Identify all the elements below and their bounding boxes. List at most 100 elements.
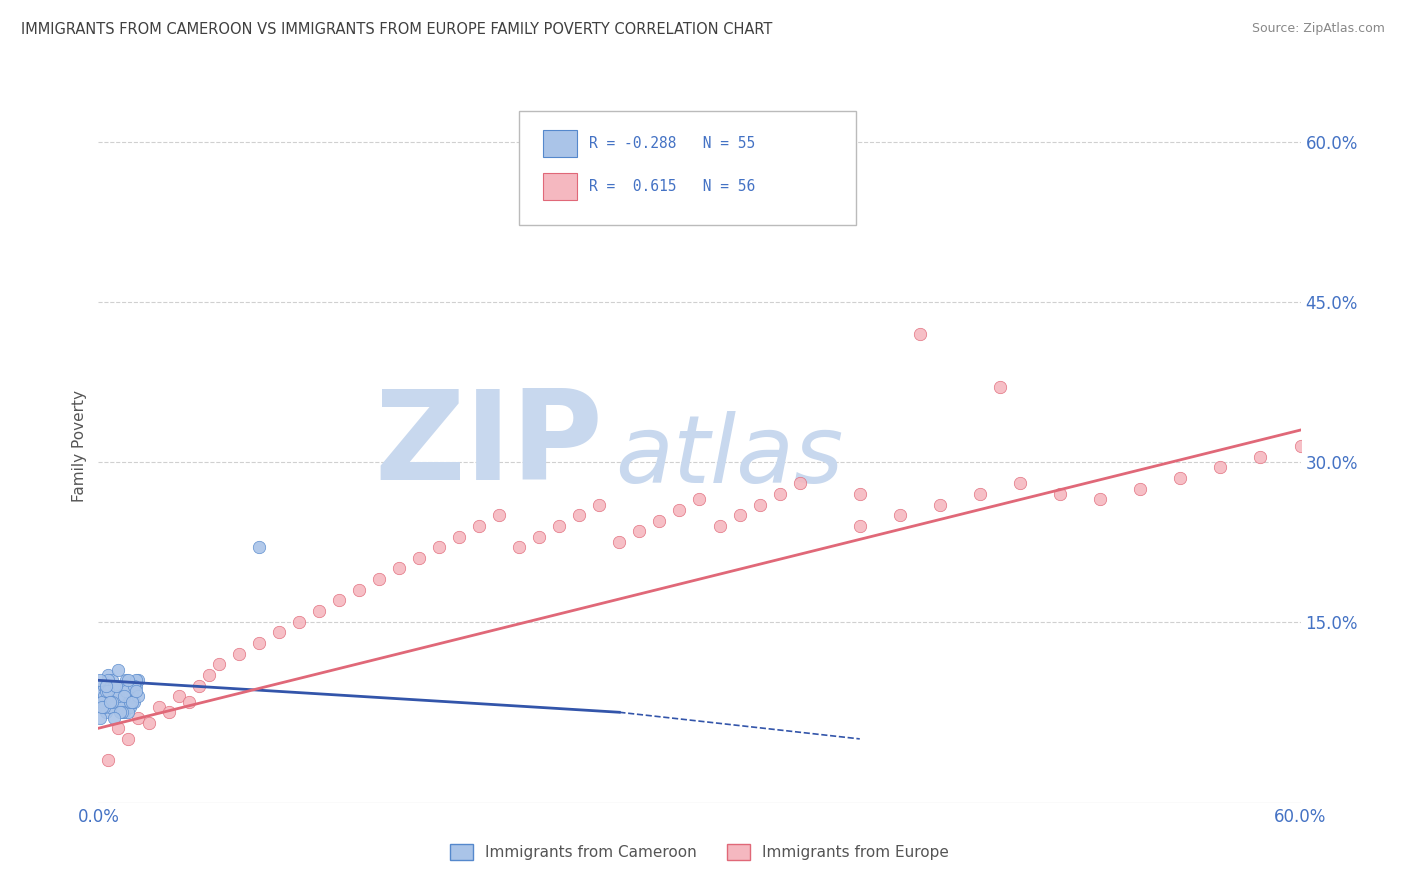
Point: [1170, 471, 1192, 485]
Text: atlas: atlas: [616, 411, 844, 502]
Point: [709, 519, 731, 533]
Point: [969, 487, 991, 501]
Point: [114, 679, 136, 693]
Point: [929, 498, 952, 512]
Point: [187, 679, 209, 693]
Point: [228, 647, 250, 661]
Point: [105, 679, 128, 693]
Point: [408, 550, 430, 565]
Point: [93, 679, 115, 693]
Point: [107, 721, 129, 735]
Point: [568, 508, 591, 523]
Point: [1209, 460, 1232, 475]
Point: [93, 690, 115, 704]
Point: [124, 695, 146, 709]
Point: [110, 700, 132, 714]
Point: [100, 690, 122, 704]
Point: [120, 700, 142, 714]
Point: [648, 514, 671, 528]
Point: [468, 519, 491, 533]
Point: [89, 673, 111, 688]
Point: [689, 492, 711, 507]
Point: [91, 695, 114, 709]
Point: [488, 508, 510, 523]
Point: [128, 673, 150, 688]
Point: [114, 690, 136, 704]
Point: [97, 684, 120, 698]
Point: [117, 731, 139, 746]
Point: [117, 673, 139, 688]
Point: [1010, 476, 1032, 491]
Point: [111, 706, 134, 720]
Point: [100, 700, 122, 714]
Point: [167, 690, 190, 704]
Point: [849, 487, 872, 501]
Point: [197, 668, 219, 682]
Point: [97, 668, 120, 682]
Point: [1129, 482, 1152, 496]
Point: [103, 679, 125, 693]
Text: ZIP: ZIP: [374, 385, 603, 507]
Point: [105, 684, 128, 698]
Point: [89, 684, 111, 698]
Point: [124, 679, 146, 693]
Y-axis label: Family Poverty: Family Poverty: [72, 390, 87, 502]
Point: [789, 476, 811, 491]
Point: [125, 684, 148, 698]
Point: [121, 684, 143, 698]
Point: [988, 380, 1011, 394]
Point: [100, 695, 122, 709]
Point: [107, 690, 129, 704]
Point: [157, 706, 180, 720]
Point: [508, 540, 530, 554]
Point: [668, 503, 690, 517]
Point: [110, 695, 132, 709]
Point: [101, 695, 124, 709]
Point: [96, 706, 118, 720]
Text: R =  0.615   N = 56: R = 0.615 N = 56: [589, 178, 755, 194]
Point: [177, 695, 200, 709]
Bar: [543, 130, 576, 157]
Point: [908, 327, 931, 342]
Point: [111, 679, 134, 693]
Point: [125, 673, 148, 688]
Point: [107, 663, 129, 677]
Point: [138, 715, 160, 730]
Point: [121, 690, 143, 704]
Point: [121, 695, 143, 709]
Point: [388, 561, 411, 575]
Point: [347, 582, 370, 597]
Point: [1250, 450, 1272, 464]
Point: [110, 706, 132, 720]
Point: [288, 615, 311, 629]
Point: [97, 673, 120, 688]
Point: [368, 572, 391, 586]
Text: IMMIGRANTS FROM CAMEROON VS IMMIGRANTS FROM EUROPE FAMILY POVERTY CORRELATION CH: IMMIGRANTS FROM CAMEROON VS IMMIGRANTS F…: [21, 22, 772, 37]
Point: [628, 524, 651, 539]
Point: [93, 700, 115, 714]
Point: [128, 690, 150, 704]
Point: [117, 706, 139, 720]
Point: [125, 679, 148, 693]
Legend: Immigrants from Cameroon, Immigrants from Europe: Immigrants from Cameroon, Immigrants fro…: [444, 838, 955, 866]
Point: [208, 657, 231, 672]
Point: [103, 710, 125, 724]
Text: Source: ZipAtlas.com: Source: ZipAtlas.com: [1251, 22, 1385, 36]
Point: [96, 679, 118, 693]
FancyBboxPatch shape: [519, 111, 856, 225]
Point: [447, 529, 470, 543]
Point: [728, 508, 751, 523]
Point: [609, 534, 631, 549]
Point: [91, 695, 114, 709]
Text: R = -0.288   N = 55: R = -0.288 N = 55: [589, 136, 755, 151]
Point: [91, 700, 114, 714]
Point: [96, 684, 118, 698]
Point: [115, 673, 138, 688]
Point: [247, 636, 270, 650]
Point: [97, 753, 120, 767]
Point: [548, 519, 571, 533]
Point: [748, 498, 770, 512]
Point: [769, 487, 792, 501]
Point: [101, 673, 124, 688]
Point: [529, 529, 551, 543]
